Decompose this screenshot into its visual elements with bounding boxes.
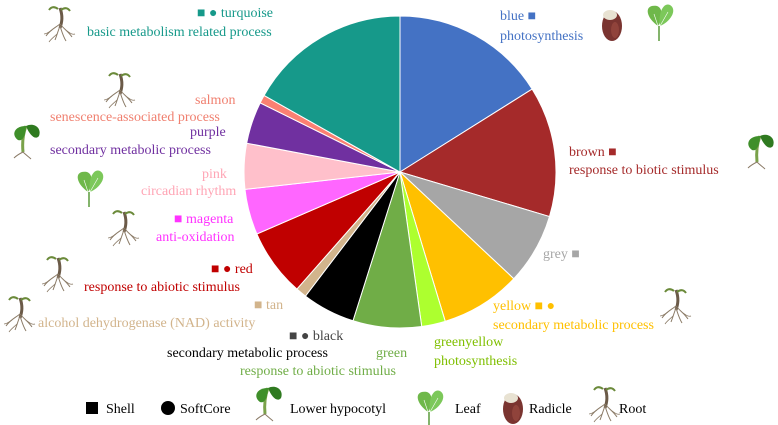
legend-radicle: Radicle — [529, 402, 572, 417]
label-red: ■ ● red response to abiotic stimulus — [40, 255, 253, 295]
shell-marker: ■ — [174, 212, 182, 227]
svg-text:brown ■: brown ■ — [569, 145, 617, 160]
root-icon — [2, 295, 37, 334]
module-name-blue: blue — [500, 9, 524, 24]
function-red: response to abiotic stimulus — [84, 280, 240, 295]
square-icon — [86, 402, 98, 414]
shell-marker: ■ — [528, 9, 536, 24]
module-name-magenta: magenta — [186, 212, 234, 227]
shell-softcore-marker: ■ ● — [211, 262, 231, 277]
shell-marker: ■ — [608, 145, 616, 160]
svg-text:■ tan: ■ tan — [254, 298, 283, 313]
pie-slice-blue — [399, 15, 533, 173]
leaf-icon — [416, 389, 445, 425]
function-black: secondary metabolic process — [167, 346, 328, 361]
root-icon — [587, 385, 622, 424]
pie-slice-brown — [398, 88, 557, 218]
function-magenta: anti-oxidation — [156, 230, 235, 245]
function-salmon: senescence-associated process — [50, 110, 220, 125]
label-magenta: ■ magenta anti-oxidation — [106, 209, 235, 248]
module-name-brown: brown — [569, 145, 605, 160]
module-name-black: black — [313, 329, 343, 344]
label-green: green response to abiotic stimulus — [240, 346, 407, 379]
radicle-icon — [602, 10, 622, 41]
label-turquoise: ■ ● turquoise basic metabolism related p… — [42, 5, 273, 44]
label-purple: purple secondary metabolic process — [12, 123, 226, 161]
shell-softcore-marker: ■ ● — [197, 6, 217, 21]
root-icon — [102, 71, 137, 110]
label-pink: pink circadian rhythm — [76, 167, 236, 208]
legend-shell: Shell — [106, 402, 135, 417]
root-icon — [40, 255, 75, 294]
label-yellow: yellow ■ ● secondary metabolic process — [493, 287, 693, 333]
legend-root: Root — [619, 402, 646, 417]
svg-text:■ magenta: ■ magenta — [174, 212, 234, 227]
leaf-icon — [76, 169, 105, 208]
radicle-icon — [503, 393, 523, 424]
pie-slices — [243, 15, 557, 329]
label-brown: brown ■ response to biotic stimulus — [569, 133, 776, 178]
label-tan: ■ tan alcohol dehydrogenase (NAD) activi… — [2, 295, 283, 334]
label-blue: blue ■ photosynthesis — [500, 3, 675, 44]
label-grey: grey ■ — [543, 247, 580, 262]
label-salmon: salmon senescence-associated process — [50, 71, 235, 125]
svg-text:■ ● red: ■ ● red — [211, 262, 253, 277]
root-icon — [658, 287, 693, 326]
lower-hypocotyl-icon — [254, 385, 284, 423]
svg-text:■ ● black: ■ ● black — [289, 329, 343, 344]
function-green: response to abiotic stimulus — [240, 364, 396, 379]
function-blue: photosynthesis — [500, 29, 583, 44]
circle-icon — [161, 401, 175, 415]
legend-leaf: Leaf — [455, 402, 481, 417]
leaf-icon — [646, 3, 675, 42]
pie-slice-turquoise — [263, 15, 401, 173]
module-name-green: green — [376, 346, 407, 361]
root-icon — [106, 209, 141, 248]
function-brown: response to biotic stimulus — [569, 163, 719, 178]
shell-marker: ■ — [571, 247, 579, 262]
module-name-pink: pink — [202, 167, 227, 182]
shell-marker: ■ — [254, 298, 262, 313]
shell-softcore-marker: ■ ● — [289, 329, 309, 344]
function-yellow: secondary metabolic process — [493, 318, 654, 333]
function-pink: circadian rhythm — [141, 184, 236, 199]
module-name-red: red — [235, 262, 253, 277]
module-name-salmon: salmon — [195, 93, 235, 108]
function-turquoise: basic metabolism related process — [87, 25, 272, 40]
legend-softcore: SoftCore — [180, 402, 231, 417]
function-purple: secondary metabolic process — [50, 143, 211, 158]
function-greenyellow: photosynthesis — [434, 354, 517, 369]
lower-hypocotyl-icon — [746, 133, 776, 171]
legend-lower-hypocotyl: Lower hypocotyl — [290, 402, 386, 417]
module-name-purple: purple — [190, 125, 226, 140]
svg-text:blue ■: blue ■ — [500, 9, 536, 24]
svg-text:yellow ■ ●: yellow ■ ● — [493, 299, 555, 314]
module-name-turquoise: turquoise — [221, 6, 273, 21]
module-name-yellow: yellow — [493, 299, 532, 314]
module-name-grey: grey — [543, 247, 568, 262]
root-icon — [42, 5, 77, 44]
label-black: ■ ● black secondary metabolic process — [167, 329, 343, 361]
shell-softcore-marker: ■ ● — [535, 299, 555, 314]
svg-text:■ ● turquoise: ■ ● turquoise — [197, 6, 273, 21]
function-tan: alcohol dehydrogenase (NAD) activity — [38, 316, 255, 331]
svg-text:grey ■: grey ■ — [543, 247, 580, 262]
label-greenyellow: greenyellow photosynthesis — [434, 335, 517, 369]
module-name-greenyellow: greenyellow — [434, 335, 504, 350]
lower-hypocotyl-icon — [12, 123, 42, 161]
legend: Shell SoftCore Lower hypocotyl Leaf Radi… — [86, 385, 646, 425]
module-name-tan: tan — [266, 298, 283, 313]
